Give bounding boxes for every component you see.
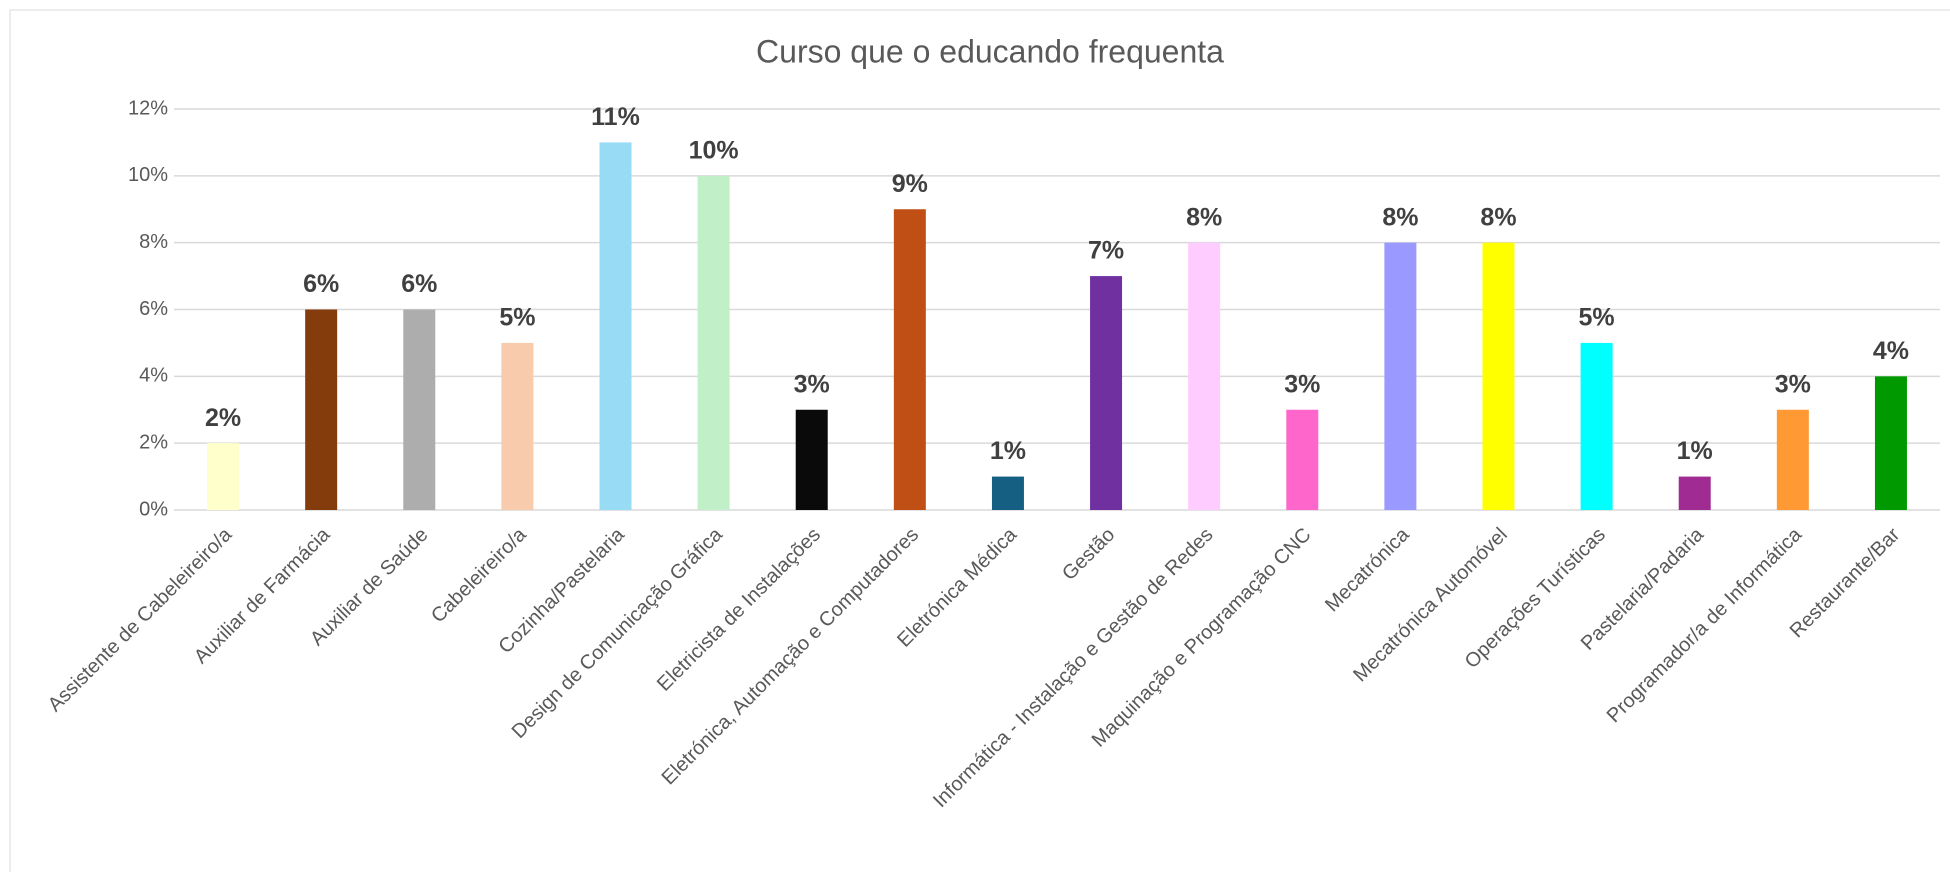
bar: [1580, 342, 1613, 510]
y-tick-label: 4%: [139, 365, 168, 387]
data-label: 5%: [1579, 304, 1615, 332]
bar: [1188, 242, 1221, 510]
bar: [207, 443, 240, 510]
bar: [501, 342, 534, 510]
data-label: 8%: [1186, 203, 1222, 231]
data-label: 6%: [401, 270, 437, 298]
bar: [1776, 409, 1809, 510]
chart-frame: [9, 9, 1950, 877]
data-label: 4%: [1873, 337, 1909, 365]
y-tick-label: 0%: [139, 498, 168, 520]
bar: [599, 142, 632, 510]
bar: [1090, 276, 1123, 510]
bar: [991, 476, 1024, 510]
data-label: 10%: [689, 136, 739, 164]
data-label: 3%: [794, 370, 830, 398]
y-tick-label: 6%: [139, 298, 168, 320]
data-label: 11%: [591, 103, 640, 131]
bar: [1482, 242, 1515, 510]
chart-title: Curso que o educando frequenta: [756, 33, 1224, 69]
y-tick-label: 12%: [128, 97, 168, 119]
bar: [1874, 376, 1907, 510]
data-label: 3%: [1775, 370, 1811, 398]
data-label: 6%: [303, 270, 339, 298]
data-label: 7%: [1088, 237, 1124, 265]
y-tick-label: 8%: [139, 231, 168, 253]
bar: [305, 309, 338, 510]
bar: [403, 309, 436, 510]
data-label: 5%: [499, 304, 535, 332]
y-tick-label: 2%: [139, 431, 168, 453]
bar: [697, 175, 730, 511]
data-label: 9%: [892, 170, 928, 198]
bar: [1678, 476, 1711, 510]
data-label: 8%: [1382, 203, 1418, 231]
bar: [893, 209, 926, 510]
data-label: 2%: [205, 404, 241, 432]
y-tick-label: 10%: [128, 164, 168, 186]
data-label: 8%: [1480, 203, 1516, 231]
bar: [1384, 242, 1417, 510]
data-label: 3%: [1284, 370, 1320, 398]
data-label: 1%: [1677, 437, 1713, 465]
bar: [795, 409, 828, 510]
data-label: 1%: [990, 437, 1026, 465]
bar: [1286, 409, 1319, 510]
